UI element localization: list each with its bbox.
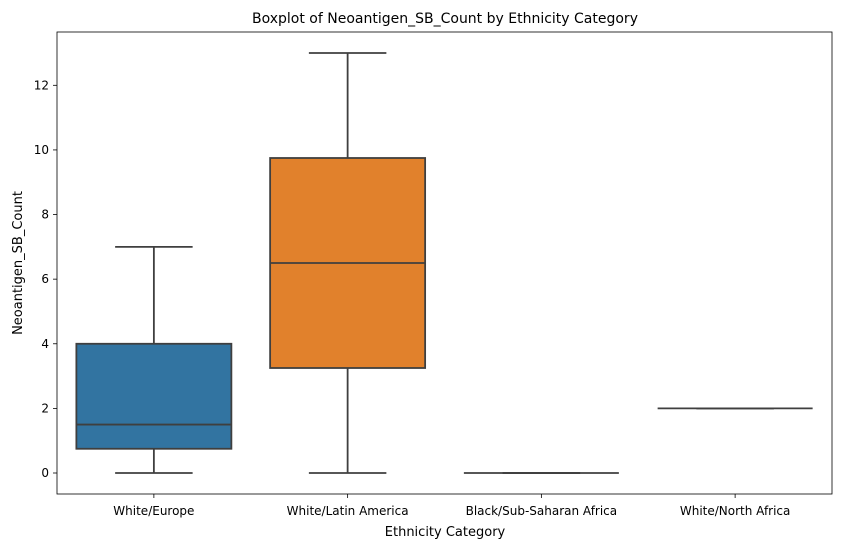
x-axis-ticks: White/Europe White/Latin America Black/Sub…	[113, 494, 790, 518]
y-tick-label: 0	[41, 466, 49, 480]
x-tick-label: Black/Sub-Saharan Africa	[466, 504, 618, 518]
plot-area	[75, 52, 813, 474]
box-1	[269, 52, 427, 474]
y-tick-label: 4	[41, 337, 49, 351]
x-tick-label: White/North Africa	[680, 504, 791, 518]
y-axis-ticks: 0 2 4 6 8 10 12	[34, 78, 57, 480]
box-0	[75, 245, 233, 474]
chart-title: Boxplot of Neoantigen_SB_Count by Ethnic…	[252, 11, 638, 27]
x-tick-label: White/Latin America	[287, 504, 409, 518]
box-iqr	[75, 342, 233, 450]
y-tick-label: 10	[34, 143, 49, 157]
plot-frame	[56, 31, 833, 495]
y-tick-label: 2	[41, 401, 49, 415]
y-tick-label: 12	[34, 78, 49, 92]
y-tick-label: 6	[41, 272, 49, 286]
x-tick-label: White/Europe	[113, 504, 194, 518]
y-tick-label: 8	[41, 208, 49, 222]
x-axis-label: Ethnicity Category	[385, 525, 506, 540]
y-axis-label: Neoantigen_SB_Count	[11, 191, 26, 335]
